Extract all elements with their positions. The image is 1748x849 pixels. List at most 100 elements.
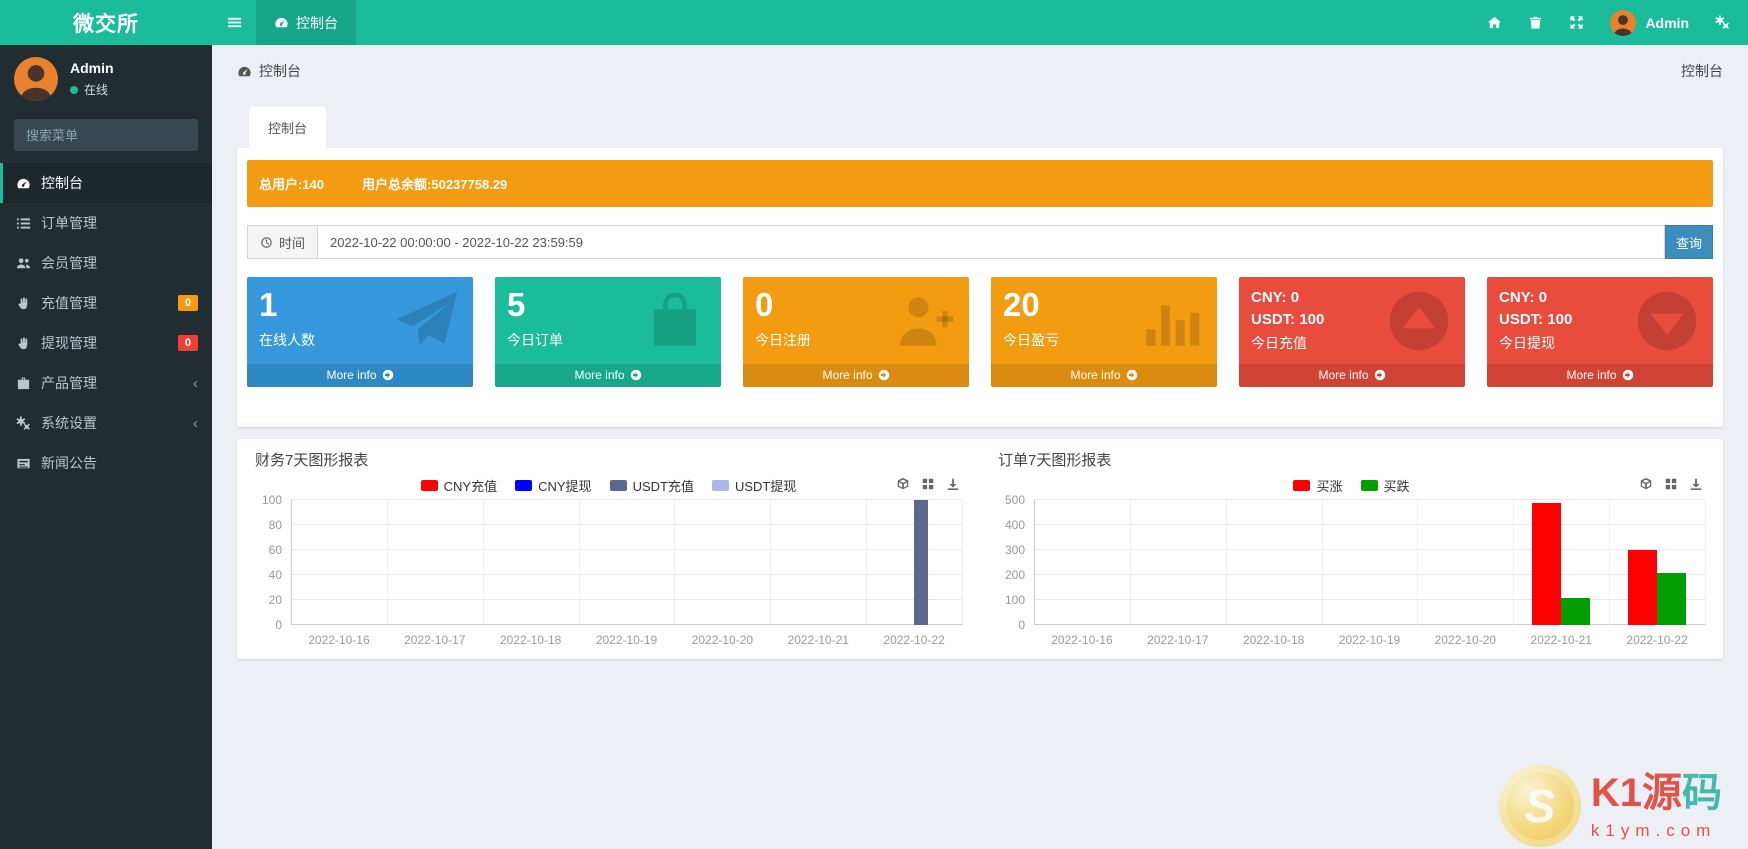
sidebar-item-orders[interactable]: 订单管理 — [0, 203, 212, 243]
sidebar-item-label: 控制台 — [41, 175, 83, 191]
sidebar-item-recharge[interactable]: 充值管理 0 — [0, 283, 212, 323]
circle-arrow-up-icon — [1387, 289, 1451, 353]
x-tick-label: 2022-10-22 — [883, 633, 945, 647]
cube-icon[interactable] — [896, 477, 910, 491]
fullscreen-icon[interactable] — [1569, 15, 1584, 30]
gridline — [1705, 500, 1706, 625]
gridline — [291, 500, 292, 625]
chevron-left-icon: ‹ — [193, 414, 198, 432]
watermark-logo-icon: S — [1498, 765, 1581, 847]
tab-dashboard[interactable]: 控制台 — [249, 107, 327, 148]
chart-legend: CNY充值 CNY提现 USDT充值 USDT提现 — [255, 476, 962, 496]
more-info-link[interactable]: More info — [743, 364, 969, 387]
plot-area — [291, 499, 963, 625]
gears-icon[interactable] — [1715, 15, 1730, 30]
circle-arrow-right-icon — [1126, 369, 1138, 381]
legend-swatch-icon — [1360, 480, 1378, 491]
charts-panel: 财务7天图形报表 CNY充值 CNY提现 USDT充值 USDT提现 100 80 60 4… — [237, 439, 1723, 659]
sidebar-item-label: 充值管理 — [41, 295, 97, 311]
x-tick-label: 2022-10-20 — [1434, 633, 1497, 647]
gridline — [482, 500, 484, 625]
summary-banner: 总用户:140 用户总余额:50237758.29 — [247, 160, 1713, 207]
more-info-link[interactable]: More info — [247, 364, 473, 387]
gridline — [1321, 500, 1323, 625]
stat-value: 1 — [259, 286, 278, 323]
menu-badge: 0 — [177, 335, 198, 351]
sidebar-item-settings[interactable]: 系统设置 ‹ — [0, 403, 212, 443]
legend-item[interactable]: 买涨 — [1293, 476, 1343, 495]
search-input[interactable] — [14, 119, 214, 151]
watermark: S K1源码 k1ym.com — [1498, 765, 1722, 847]
bar-买涨-2022-10-22 — [1628, 550, 1658, 625]
app-logo: 微交所 — [73, 12, 139, 36]
stat-line: USDT: 100 — [1499, 310, 1573, 328]
clock-icon — [260, 236, 273, 249]
y-tick-label: 100 — [1004, 593, 1025, 607]
circle-arrow-right-icon — [630, 369, 642, 381]
gridline — [291, 574, 962, 575]
legend-swatch-icon — [711, 480, 729, 491]
sidebar-item-label: 新闻公告 — [41, 455, 97, 471]
legend-item[interactable]: 买跌 — [1360, 476, 1410, 495]
navbar-tab-dashboard[interactable]: 控制台 — [256, 0, 356, 45]
sidebar-item-withdraw[interactable]: 提现管理 0 — [0, 323, 212, 363]
sidebar-item-label: 系统设置 — [41, 415, 97, 431]
stat-label: 今日注册 — [755, 332, 811, 349]
y-tick-label: 200 — [1004, 568, 1025, 582]
paper-plane-icon — [395, 289, 459, 353]
sidebar-item-label: 会员管理 — [41, 255, 97, 271]
cube-icon[interactable] — [1639, 477, 1653, 491]
legend-item[interactable]: USDT提现 — [711, 476, 796, 495]
more-info-link[interactable]: More info — [495, 364, 721, 387]
legend-item[interactable]: CNY充值 — [420, 476, 497, 495]
y-tick-label: 0 — [1018, 618, 1025, 632]
total-users: 总用户:140 — [259, 177, 325, 192]
grid-icon[interactable] — [921, 477, 935, 491]
gridline — [1034, 549, 1705, 550]
sidebar-toggle-button[interactable] — [212, 0, 256, 45]
stat-box-withdraw-today: CNY: 0 USDT: 100 今日提现 More info — [1487, 277, 1713, 387]
more-info-link[interactable]: More info — [1487, 364, 1713, 387]
sidebar-item-products[interactable]: 产品管理 ‹ — [0, 363, 212, 403]
content-header: 控制台 控制台 — [212, 45, 1748, 91]
gridline — [1034, 574, 1705, 575]
list-icon — [16, 216, 31, 231]
circle-arrow-right-icon — [1374, 369, 1386, 381]
hamburger-icon — [227, 15, 242, 30]
hand-icon — [16, 336, 31, 351]
query-button[interactable]: 查询 — [1665, 225, 1713, 259]
stat-box-online: 1 在线人数 More info — [247, 277, 473, 387]
grid-icon[interactable] — [1664, 477, 1678, 491]
stat-line: CNY: 0 — [1499, 289, 1548, 306]
chart-toolbar — [896, 477, 960, 491]
trash-icon[interactable] — [1528, 15, 1543, 30]
breadcrumb-right: 控制台 — [1681, 63, 1723, 79]
gridline — [674, 500, 676, 625]
navbar-user-menu[interactable]: Admin — [1610, 9, 1689, 36]
legend-item[interactable]: CNY提现 — [515, 476, 592, 495]
y-tick-label: 500 — [1004, 493, 1025, 507]
y-tick-label: 80 — [268, 518, 282, 532]
sidebar-menu: 控制台 订单管理 会员管理 充值管理 0 提现管理 0 产品管理 ‹ 系统设置 … — [0, 163, 212, 483]
stat-line: CNY: 0 — [1251, 289, 1300, 306]
sidebar-item-members[interactable]: 会员管理 — [0, 243, 212, 283]
download-icon[interactable] — [946, 477, 960, 491]
legend-item[interactable]: USDT充值 — [609, 476, 694, 495]
x-tick-label: 2022-10-19 — [1338, 633, 1401, 647]
download-icon[interactable] — [1689, 477, 1703, 491]
gridline — [291, 599, 962, 600]
navbar-right-actions: Admin — [1487, 0, 1748, 45]
sidebar-item-label: 提现管理 — [41, 335, 97, 351]
more-info-link[interactable]: More info — [1239, 364, 1465, 387]
chart-toolbar — [1639, 477, 1703, 491]
bar-买跌-2022-10-22 — [1657, 572, 1686, 625]
more-info-link[interactable]: More info — [991, 364, 1217, 387]
time-range-input[interactable] — [317, 225, 1665, 259]
sidebar-item-dashboard[interactable]: 控制台 — [0, 163, 212, 203]
x-tick-label: 2022-10-20 — [691, 633, 754, 647]
home-icon[interactable] — [1487, 15, 1502, 30]
sidebar-item-news[interactable]: 新闻公告 — [0, 443, 212, 483]
chart-legend: 买涨 买跌 — [998, 476, 1705, 496]
gridline — [291, 524, 962, 525]
gauge-icon — [274, 15, 289, 30]
